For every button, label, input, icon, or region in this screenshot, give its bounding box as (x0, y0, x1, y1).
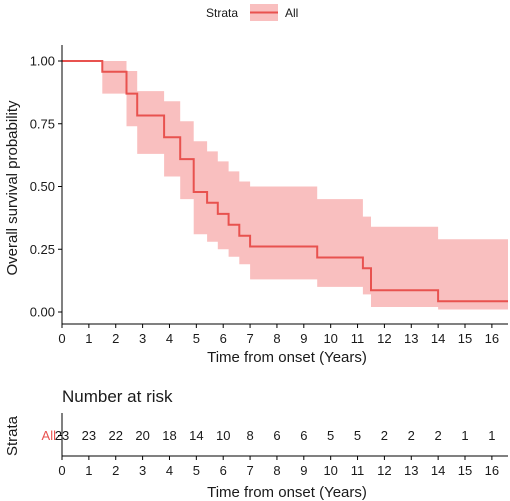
x-tick-label: 5 (193, 331, 200, 346)
risk-x-tick-label: 15 (458, 463, 472, 478)
risk-count: 6 (273, 428, 280, 443)
x-tick-label: 3 (139, 331, 146, 346)
x-tick-label: 1 (85, 331, 92, 346)
risk-x-tick-label: 14 (431, 463, 445, 478)
risk-x-tick-label: 7 (246, 463, 253, 478)
risk-count: 20 (135, 428, 149, 443)
risk-count: 14 (189, 428, 203, 443)
risk-count: 8 (246, 428, 253, 443)
risk-count: 1 (488, 428, 495, 443)
x-tick-label: 14 (431, 331, 445, 346)
risk-x-tick-label: 9 (300, 463, 307, 478)
risk-x-tick-label: 12 (377, 463, 391, 478)
risk-count: 1 (461, 428, 468, 443)
risk-x-tick-label: 13 (404, 463, 418, 478)
y-tick-label: 0.75 (30, 116, 55, 131)
risk-count: 5 (327, 428, 334, 443)
y-axis-ticks: 0.00 0.25 0.50 0.75 1.00 (30, 54, 62, 320)
risk-x-tick-label: 3 (139, 463, 146, 478)
risk-counts: 23 23 22 20 18 14 10 8 6 6 5 5 2 2 2 1 1 (55, 428, 496, 443)
survival-curve (62, 60, 508, 303)
y-tick-label: 1.00 (30, 54, 55, 69)
x-tick-label: 8 (273, 331, 280, 346)
risk-count: 22 (109, 428, 123, 443)
risk-count: 23 (82, 428, 96, 443)
risk-count: 2 (381, 428, 388, 443)
series-line-all (62, 60, 508, 303)
risk-x-tick-label: 10 (323, 463, 337, 478)
risk-count: 5 (354, 428, 361, 443)
legend-label: All (285, 6, 298, 20)
x-tick-label: 9 (300, 331, 307, 346)
y-axis-title: Overall survival probability (4, 100, 21, 276)
risk-count: 6 (300, 428, 307, 443)
x-tick-label: 16 (485, 331, 499, 346)
risk-x-tick-label: 6 (220, 463, 227, 478)
confidence-band (62, 61, 508, 310)
main-plot: 0.000.250.500.751.00 0 1 2 3 4 5 6 7 8 9 10 11 12 13 1… (4, 45, 508, 366)
x-tick-label: 6 (220, 331, 227, 346)
risk-x-tick-label: 4 (166, 463, 173, 478)
x-tick-label: 2 (112, 331, 119, 346)
x-tick-label: 12 (377, 331, 391, 346)
x-tick-label: 10 (323, 331, 337, 346)
risk-x-tick-label: 16 (485, 463, 499, 478)
risk-x-tick-label: 1 (85, 463, 92, 478)
risk-strata-label: All (42, 428, 57, 443)
x-axis-ticks: 0 1 2 3 4 5 6 7 8 9 10 11 12 13 14 15 16 (58, 324, 499, 346)
risk-count: 10 (216, 428, 230, 443)
risk-x-axis-title: Time from onset (Years) (207, 484, 367, 501)
risk-table-y-title: Strata (4, 415, 21, 456)
legend-title: Strata (206, 6, 238, 20)
y-tick-label: 0.50 (30, 179, 55, 194)
risk-count: 18 (162, 428, 176, 443)
x-tick-label: 11 (351, 331, 365, 346)
risk-count: 2 (408, 428, 415, 443)
risk-x-tick-label: 2 (112, 463, 119, 478)
risk-x-axis-ticks: 0 1 2 3 4 5 6 7 8 9 10 11 12 13 14 15 16 (58, 456, 499, 478)
risk-table: Number at risk Strata All 23 23 22 20 18 14 10… (4, 387, 508, 501)
risk-x-tick-label: 11 (351, 463, 365, 478)
risk-x-tick-label: 5 (193, 463, 200, 478)
x-tick-label: 4 (166, 331, 173, 346)
y-tick-label: 0.25 (30, 242, 55, 257)
ci-band (62, 61, 508, 310)
x-tick-label: 7 (246, 331, 253, 346)
x-tick-label: 13 (404, 331, 418, 346)
x-tick-label: 0 (58, 331, 65, 346)
y-tick-label: 0.00 (30, 305, 55, 320)
risk-x-tick-label: 0 (58, 463, 65, 478)
legend: Strata All (206, 4, 298, 21)
risk-x-tick-label: 8 (273, 463, 280, 478)
risk-count: 2 (435, 428, 442, 443)
risk-table-title: Number at risk (62, 387, 173, 406)
x-axis-title: Time from onset (Years) (207, 349, 367, 366)
x-tick-label: 15 (458, 331, 472, 346)
